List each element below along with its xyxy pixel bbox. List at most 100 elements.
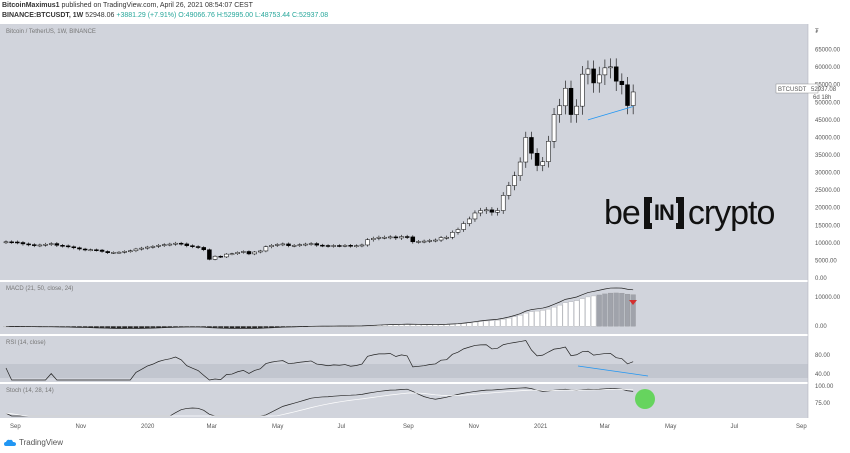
candle (320, 244, 325, 247)
time-axis-label: Sep (403, 424, 414, 430)
high-value: H:52995.00 (216, 12, 254, 19)
candle (258, 250, 263, 253)
candle (308, 243, 314, 245)
time-axis[interactable]: Sep Nov 2020 Mar May Jul Sep Nov 2021 Mar May Jul Se… (10, 424, 807, 430)
candle (348, 245, 353, 247)
macd-bar (466, 322, 472, 327)
candle (184, 243, 190, 246)
candle (591, 68, 596, 84)
open-value: O:49066.76 (178, 12, 215, 19)
macd-bar (483, 320, 489, 327)
candle (26, 243, 31, 246)
candle (506, 185, 512, 196)
rsi-divergence-line (577, 365, 649, 377)
macd-bearish-marker (629, 300, 637, 305)
price-tick: 25000.00 (815, 188, 841, 194)
macd-bar (99, 326, 105, 328)
candle (517, 161, 523, 176)
candle (150, 246, 156, 248)
chart-svg[interactable]: Bitcoin / TetherUS, 1W, BINANCE MACD (21… (0, 24, 850, 436)
macd-bar (144, 326, 150, 329)
price-panel[interactable] (0, 24, 808, 280)
time-axis-label: Sep (796, 424, 807, 430)
time-axis-label: Sep (10, 424, 21, 430)
macd-bar (133, 326, 139, 329)
candle (99, 249, 105, 252)
candle (314, 243, 319, 246)
author-name[interactable]: BitcoinMaximus1 (2, 2, 60, 9)
price-tick: 65000.00 (815, 48, 841, 54)
macd-bar (534, 311, 540, 327)
macd-bar (528, 311, 534, 327)
candle (484, 209, 489, 212)
macd-bar (444, 324, 450, 327)
candle (602, 67, 608, 76)
macd-bar (511, 316, 517, 327)
last-price-tag-symbol: BTCUSDT (778, 87, 807, 93)
stoch-d-line (5, 389, 634, 417)
candle (608, 66, 613, 69)
macd-tick-0: 0.00 (815, 324, 827, 330)
price-tick: 50000.00 (815, 100, 841, 106)
currency-symbol: ₮ (815, 29, 819, 35)
macd-title: MACD (21, 50, close, 24) (6, 286, 73, 292)
candle (410, 236, 416, 243)
candle (167, 243, 173, 246)
macd-bar (579, 298, 585, 327)
candle (133, 248, 139, 252)
candle (82, 248, 88, 251)
macd-tick-10000: 10000.00 (815, 295, 841, 301)
stoch-title: Stoch (14, 28, 14) (6, 388, 54, 394)
candle (438, 237, 444, 241)
candle (523, 137, 529, 163)
macd-bar (93, 326, 99, 328)
candle (387, 236, 393, 239)
price-change: +3881.29 (+7.91%) (116, 12, 177, 19)
last-price: 52948.06 (85, 12, 115, 19)
rsi-tick-80: 80.00 (815, 353, 831, 359)
macd-bar (122, 326, 128, 329)
candle (461, 223, 466, 230)
price-tick: 5000.00 (815, 258, 837, 264)
macd-bar (229, 326, 235, 329)
candle (3, 241, 9, 244)
candle (337, 245, 342, 247)
macd-bar (218, 326, 224, 329)
candle (274, 244, 280, 246)
tradingview-cloud-icon (4, 439, 16, 446)
macd-bar (240, 326, 246, 329)
candle (534, 152, 540, 166)
tradingview-footer[interactable]: TradingView (4, 438, 63, 447)
macd-bar (461, 323, 467, 327)
candle (161, 244, 167, 246)
time-axis-label: Nov (76, 424, 87, 430)
support-line (587, 106, 634, 121)
publish-text: published on TradingView.com, April 26, … (61, 2, 253, 9)
candle (342, 245, 348, 247)
publish-line: BitcoinMaximus1 published on TradingView… (2, 2, 253, 9)
candles (3, 58, 636, 261)
macd-bar (387, 324, 393, 327)
candle (585, 68, 591, 75)
macd-bar (432, 324, 438, 327)
price-tick: 40000.00 (815, 135, 841, 141)
macd-bar (139, 326, 145, 329)
macd-bar (263, 326, 269, 328)
macd-bar (517, 315, 523, 327)
price-tick: 20000.00 (815, 206, 841, 212)
candle (619, 80, 625, 85)
macd-bar (506, 318, 512, 327)
rsi-tick-40: 40.00 (815, 372, 831, 378)
candle (241, 251, 246, 253)
macd-bar (495, 320, 501, 327)
macd-bar (540, 310, 546, 327)
macd-bar (246, 326, 252, 329)
macd-histogram (3, 292, 636, 329)
tradingview-brand: TradingView (19, 438, 64, 447)
candle (235, 252, 240, 255)
candle (427, 240, 432, 242)
time-axis-label: Mar (207, 424, 217, 430)
price-tick: 30000.00 (815, 171, 841, 177)
candle (354, 245, 359, 247)
last-price-tag-price: 52937.08 (811, 87, 837, 93)
